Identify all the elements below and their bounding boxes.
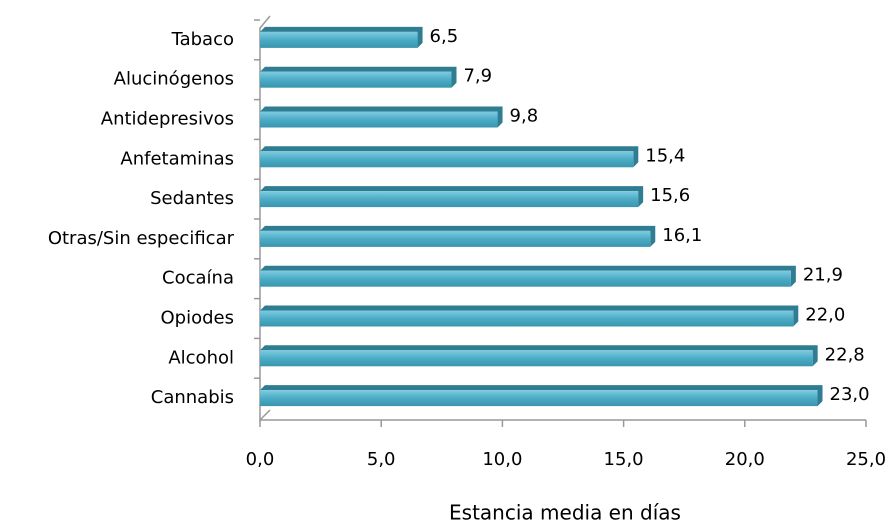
value-label: 6,5 xyxy=(430,26,459,47)
value-label: 22,0 xyxy=(805,305,845,326)
value-label: 23,0 xyxy=(830,384,870,405)
bar xyxy=(260,230,651,247)
y-tick-label: Tabaco xyxy=(171,29,234,50)
bar-depth xyxy=(260,186,644,208)
bar xyxy=(260,111,498,128)
bar-depth xyxy=(260,385,823,407)
x-tick-label: 20,0 xyxy=(725,449,765,470)
x-tick-label: 10,0 xyxy=(482,449,522,470)
y-tick-label: Anfetaminas xyxy=(120,148,234,169)
value-label: 15,4 xyxy=(645,145,685,166)
bar-depth xyxy=(260,26,423,48)
bar xyxy=(260,151,634,168)
bar-depth xyxy=(260,66,457,88)
bar-depth xyxy=(260,345,818,367)
bar-depth xyxy=(260,305,799,327)
y-tick-label: Opiodes xyxy=(161,308,235,329)
value-label: 9,8 xyxy=(510,106,539,127)
x-tick-label: 25,0 xyxy=(846,449,886,470)
bar-depth xyxy=(260,146,639,168)
bar xyxy=(260,270,791,287)
y-tick-label: Cannabis xyxy=(151,387,234,408)
value-label: 22,8 xyxy=(825,344,865,365)
value-label: 21,9 xyxy=(803,265,843,286)
bar xyxy=(260,350,813,367)
x-tick-label: 5,0 xyxy=(367,449,396,470)
x-tick-label: 0,0 xyxy=(246,449,275,470)
bar-depth xyxy=(260,225,656,247)
y-tick-label: Cocaína xyxy=(162,268,234,289)
bar xyxy=(260,31,418,48)
y-tick-label: Alcohol xyxy=(168,347,234,368)
bar-depth xyxy=(260,106,503,128)
y-tick-label: Otras/Sin especificar xyxy=(48,228,235,249)
y-tick-label: Sedantes xyxy=(150,188,234,209)
value-label: 16,1 xyxy=(662,225,702,246)
value-label: 15,6 xyxy=(650,185,690,206)
bar xyxy=(260,71,452,88)
bar xyxy=(260,191,639,208)
y-tick-label: Antidepresivos xyxy=(101,109,234,130)
x-tick-label: 15,0 xyxy=(604,449,644,470)
y-tick-label: Alucinógenos xyxy=(114,69,234,90)
bar xyxy=(260,310,794,327)
bar xyxy=(260,390,818,407)
value-label: 7,9 xyxy=(463,66,492,87)
axis-wall xyxy=(259,15,271,422)
bar-depth xyxy=(260,265,796,287)
x-axis-title: Estancia media en días xyxy=(449,501,681,525)
